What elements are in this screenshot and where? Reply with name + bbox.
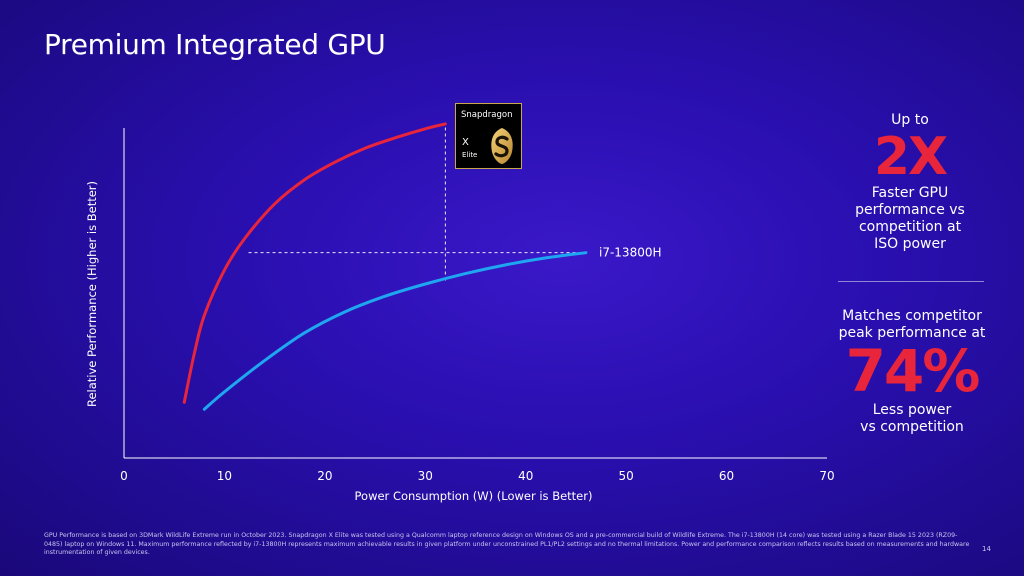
logo-x-text: X	[462, 137, 469, 148]
x-tick-label: 60	[719, 469, 734, 483]
stat-1-value: 2X	[873, 127, 948, 187]
logo-elite-text: Elite	[462, 151, 478, 159]
page-number: 14	[982, 545, 991, 553]
stats-divider	[838, 281, 984, 282]
footnote: GPU Performance is based on 3DMark WildL…	[44, 532, 970, 556]
stat-1-desc-line: Faster GPU	[871, 185, 949, 201]
x-tick-label: 0	[120, 469, 128, 483]
logo-brand-text: Snapdragon	[461, 110, 513, 120]
competitor-series-line	[202, 251, 588, 411]
stat-1-desc-line: performance vs	[855, 202, 965, 218]
snapdragon-x-elite-logo: Snapdragon X Elite	[455, 103, 522, 169]
series-annotation-label: i7-13800H	[599, 246, 662, 260]
stat-2-desc-line: vs competition	[860, 419, 964, 435]
x-tick-label: 70	[819, 469, 834, 483]
stat-2-desc-line: Less power	[872, 402, 952, 418]
stat-2-value: 74%	[845, 337, 981, 405]
x-tick-label: 10	[217, 469, 232, 483]
stat-2-prefix-line: Matches competitor	[842, 308, 982, 324]
stat-2-prefix-line: peak performance at	[838, 325, 986, 341]
x-tick-label: 30	[418, 469, 433, 483]
snapdragon-series-line	[182, 122, 447, 404]
snapdragon-emblem-icon	[491, 128, 513, 164]
x-tick-label: 20	[317, 469, 332, 483]
stat-1-prefix: Up to	[891, 112, 929, 128]
x-tick-label: 40	[518, 469, 533, 483]
slide-title: Premium Integrated GPU	[44, 28, 386, 61]
x-axis-label: Power Consumption (W) (Lower is Better)	[355, 489, 593, 503]
stat-less-power: Matches competitor peak performance at 7…	[828, 308, 996, 436]
y-axis-label: Relative Performance (Higher is Better)	[85, 181, 99, 407]
stat-1-desc-line: competition at	[858, 219, 962, 235]
stat-faster-gpu: Up to 2X Faster GPU performance vs compe…	[840, 112, 980, 253]
stat-1-desc-line: ISO power	[874, 236, 946, 252]
x-tick-label: 50	[619, 469, 634, 483]
